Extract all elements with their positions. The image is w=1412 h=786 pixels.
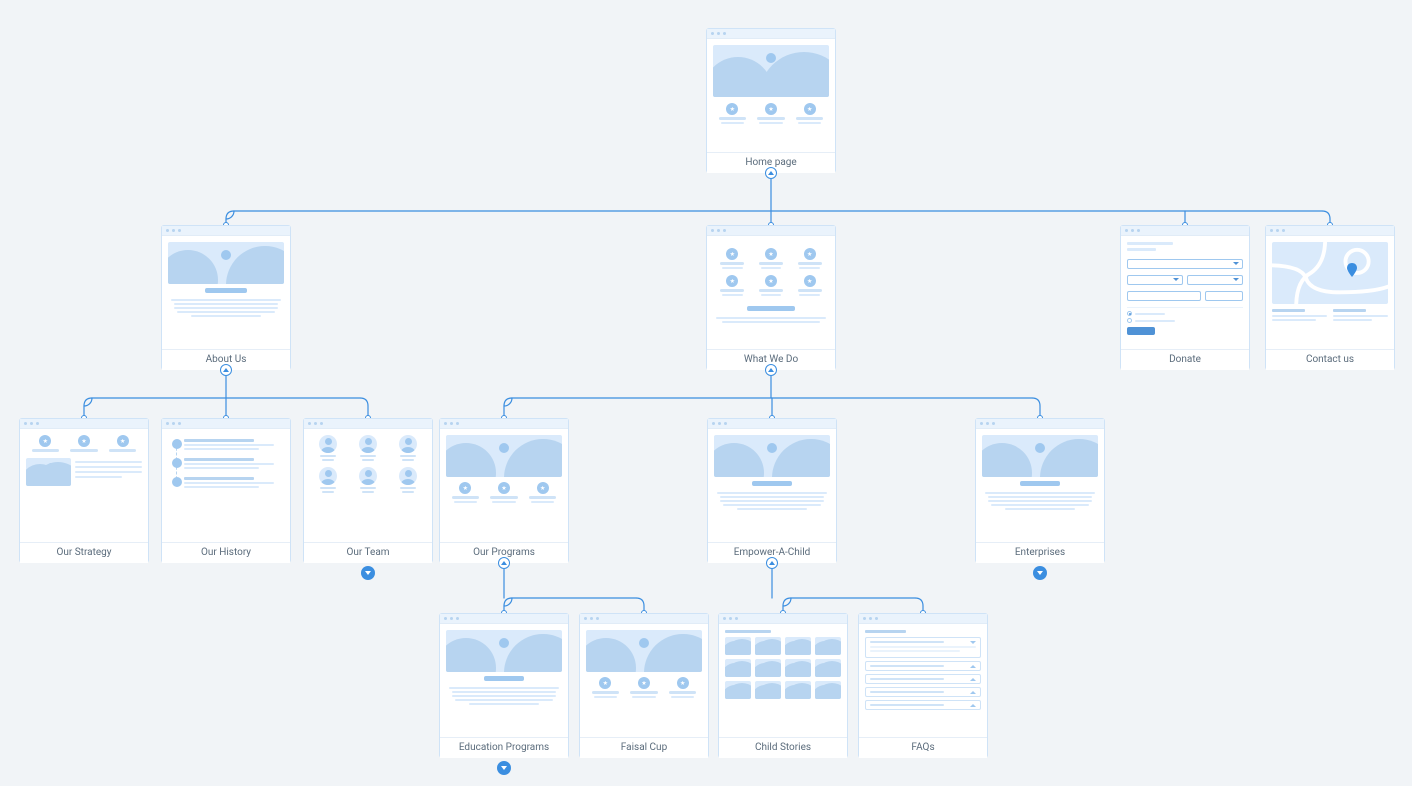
sitemap-node-donate[interactable]: Donate [1120,225,1250,370]
node-label: Contact us [1266,349,1394,370]
wireframe-thumbnail [162,429,290,542]
sitemap-node-strategy[interactable]: Our Strategy [19,418,149,563]
expand-children-toggle[interactable] [1033,566,1047,580]
sitemap-node-about[interactable]: About Us [161,225,291,370]
node-label: Child Stories [719,737,847,758]
port-bottom[interactable] [765,364,777,376]
node-label: Enterprises [976,542,1104,563]
node-label: Education Programs [440,737,568,758]
wireframe-thumbnail [1121,236,1249,349]
sitemap-node-childstories[interactable]: Child Stories [718,613,848,758]
wireframe-thumbnail [719,624,847,737]
window-titlebar [719,614,847,624]
sitemap-node-team[interactable]: Our Team [303,418,433,563]
wireframe-thumbnail [707,39,835,152]
wireframe-thumbnail [20,429,148,542]
window-titlebar [162,419,290,429]
window-titlebar [859,614,987,624]
window-titlebar [1121,226,1249,236]
node-label: Our History [162,542,290,563]
window-titlebar [707,226,835,236]
wireframe-thumbnail [707,236,835,349]
node-label: FAQs [859,737,987,758]
window-titlebar [440,614,568,624]
expand-children-toggle[interactable] [361,566,375,580]
sitemap-node-contact[interactable]: Contact us [1265,225,1395,370]
wireframe-thumbnail [440,429,568,542]
wireframe-thumbnail [304,429,432,542]
wireframe-thumbnail [440,624,568,737]
node-label: Faisal Cup [580,737,708,758]
window-titlebar [20,419,148,429]
sitemap-node-whatwedo[interactable]: What We Do [706,225,836,370]
wireframe-thumbnail [859,624,987,737]
window-titlebar [162,226,290,236]
window-titlebar [440,419,568,429]
wireframe-thumbnail [1266,236,1394,349]
sitemap-node-enterprises[interactable]: Enterprises [975,418,1105,563]
node-label: Our Team [304,542,432,563]
node-label: Our Strategy [20,542,148,563]
window-titlebar [304,419,432,429]
sitemap-node-programs[interactable]: Our Programs [439,418,569,563]
port-bottom[interactable] [766,557,778,569]
wireframe-thumbnail [708,429,836,542]
wireframe-thumbnail [580,624,708,737]
sitemap-canvas: Home page About Us What We Do [0,0,1412,786]
port-bottom[interactable] [498,557,510,569]
sitemap-node-education[interactable]: Education Programs [439,613,569,758]
window-titlebar [580,614,708,624]
sitemap-node-faqs[interactable]: FAQs [858,613,988,758]
sitemap-node-history[interactable]: Our History [161,418,291,563]
expand-children-toggle[interactable] [497,761,511,775]
node-label: Donate [1121,349,1249,370]
sitemap-node-home[interactable]: Home page [706,28,836,173]
port-bottom[interactable] [765,167,777,179]
sitemap-node-empower[interactable]: Empower-A-Child [707,418,837,563]
window-titlebar [1266,226,1394,236]
wireframe-thumbnail [162,236,290,349]
wireframe-thumbnail [976,429,1104,542]
window-titlebar [976,419,1104,429]
sitemap-node-faisal[interactable]: Faisal Cup [579,613,709,758]
window-titlebar [707,29,835,39]
window-titlebar [708,419,836,429]
port-bottom[interactable] [220,364,232,376]
